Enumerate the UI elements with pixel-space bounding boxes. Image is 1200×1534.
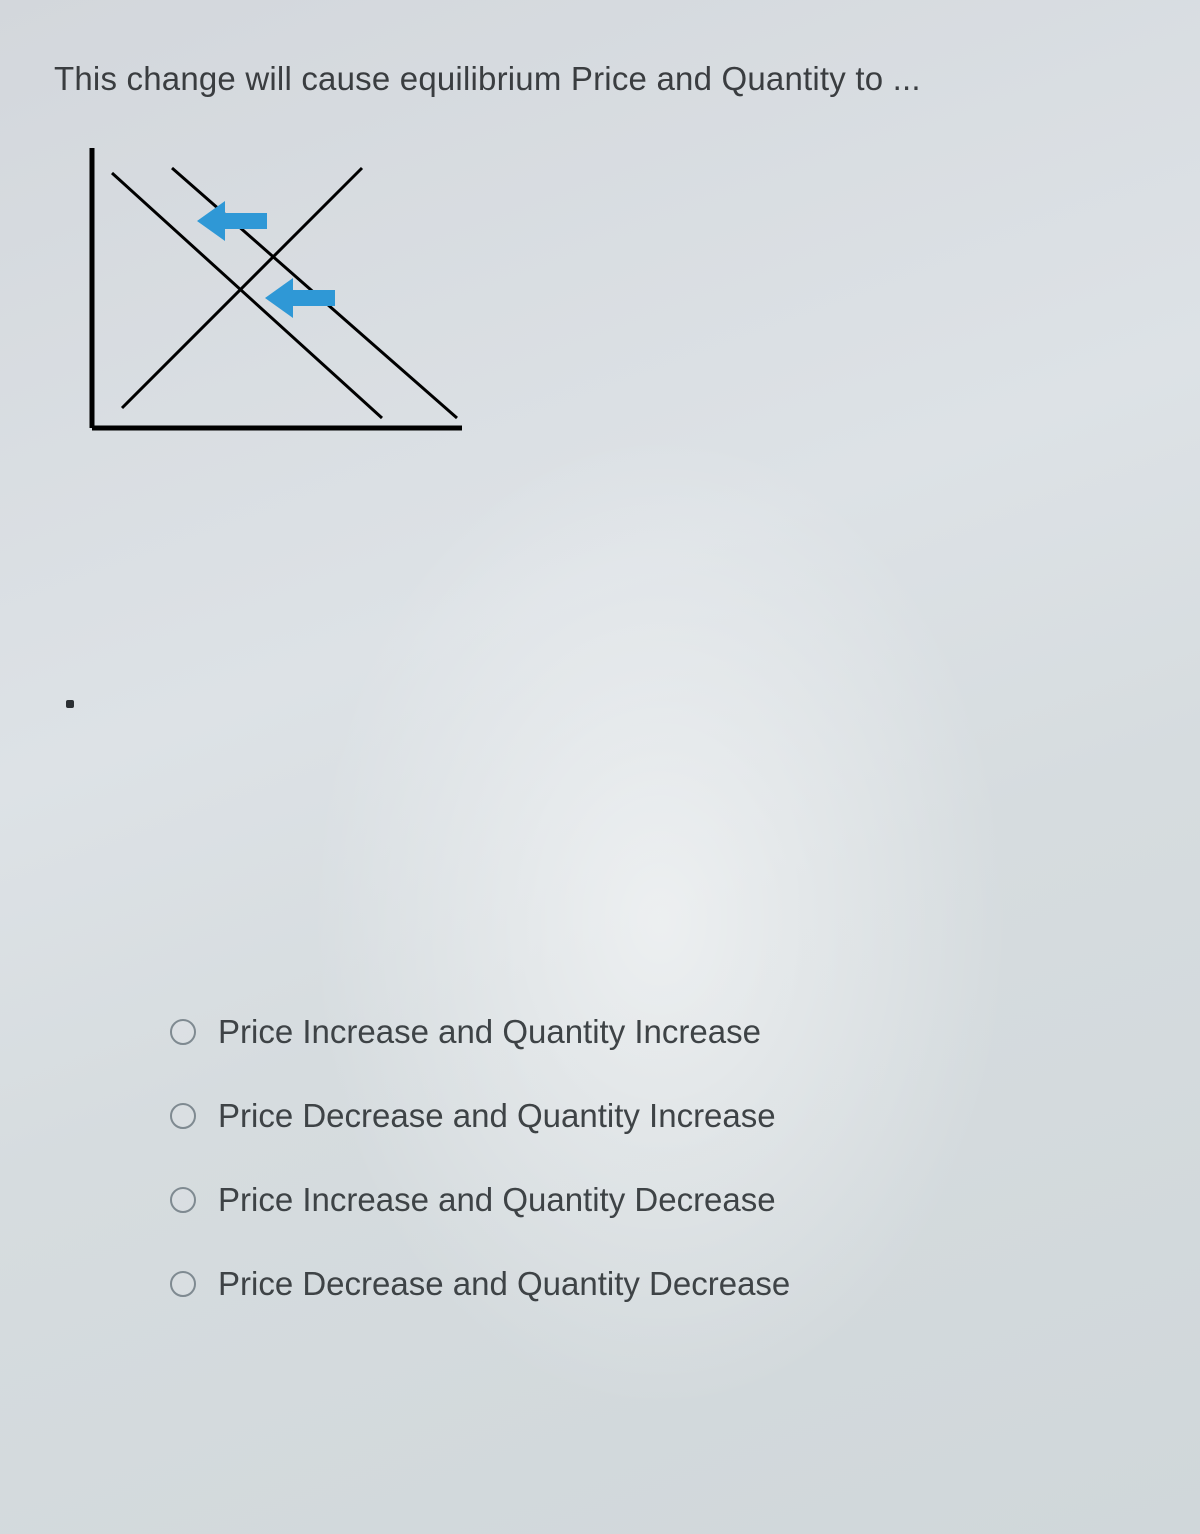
radio-icon [170, 1019, 196, 1045]
quiz-question-page: This change will cause equilibrium Price… [0, 0, 1200, 1534]
option-d[interactable]: Price Decrease and Quantity Decrease [170, 1265, 1150, 1303]
option-c[interactable]: Price Increase and Quantity Decrease [170, 1181, 1150, 1219]
question-text: This change will cause equilibrium Price… [54, 60, 1150, 98]
option-label: Price Increase and Quantity Increase [218, 1013, 761, 1051]
option-label: Price Decrease and Quantity Decrease [218, 1265, 790, 1303]
option-a[interactable]: Price Increase and Quantity Increase [170, 1013, 1150, 1051]
option-label: Price Increase and Quantity Decrease [218, 1181, 776, 1219]
option-label: Price Decrease and Quantity Increase [218, 1097, 776, 1135]
answer-options-group: Price Increase and Quantity Increase Pri… [170, 1013, 1150, 1303]
stray-mark [66, 700, 74, 708]
option-b[interactable]: Price Decrease and Quantity Increase [170, 1097, 1150, 1135]
radio-icon [170, 1187, 196, 1213]
graph-svg [62, 138, 472, 448]
radio-icon [170, 1271, 196, 1297]
radio-icon [170, 1103, 196, 1129]
supply-demand-graph [62, 138, 1150, 453]
